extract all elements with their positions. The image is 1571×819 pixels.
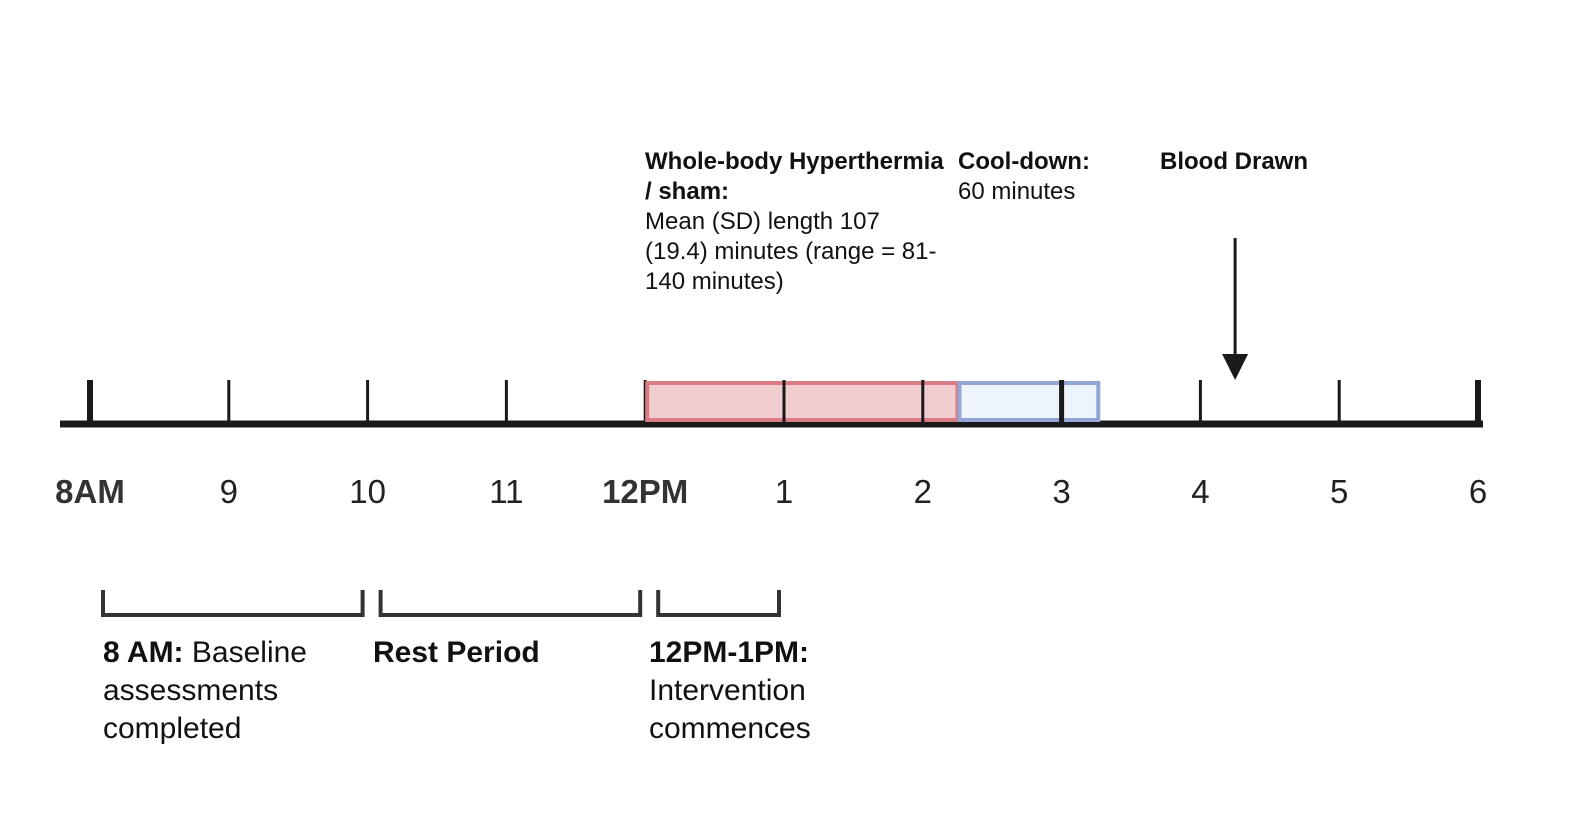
blood-drawn-annotation: Blood Drawn <box>1160 147 1380 177</box>
intervention-period-text: Intervention commences <box>649 674 811 745</box>
period-bracket <box>378 590 643 617</box>
cooldown-annotation: Cool-down: 60 minutes <box>958 147 1138 207</box>
rest-period-label: Rest Period <box>373 634 623 672</box>
intervention-period-label: 12PM-1PM: Intervention commences <box>649 634 849 748</box>
tick-label: 11 <box>489 473 524 510</box>
intervention-period-bold: 12PM-1PM: <box>649 636 810 669</box>
blood-drawn-title: Blood Drawn <box>1160 148 1308 175</box>
tick-label: 5 <box>1330 473 1349 510</box>
intervention-annotation: Whole-body Hyperthermia / sham: Mean (SD… <box>645 147 945 297</box>
intervention-detail: Mean (SD) length 107 (19.4) minutes (ran… <box>645 208 937 295</box>
tick-label: 9 <box>219 473 238 510</box>
cooldown-title: Cool-down: <box>958 148 1090 175</box>
tick-label: 8AM <box>55 473 125 510</box>
cooldown-detail: 60 minutes <box>958 178 1076 205</box>
intervention-bar <box>645 381 960 422</box>
period-bracket <box>101 590 365 617</box>
tick-label: 3 <box>1052 473 1071 510</box>
period-brackets <box>101 590 781 617</box>
baseline-period-label: 8 AM: Baseline assessments completed <box>103 634 343 748</box>
period-bracket <box>656 590 781 617</box>
rest-period-bold: Rest Period <box>373 636 540 669</box>
tick-label: 4 <box>1191 473 1210 510</box>
blood-drawn-arrow <box>1222 238 1249 380</box>
cooldown-bar <box>957 381 1101 422</box>
tick-label: 2 <box>913 473 932 510</box>
baseline-period-bold: 8 AM: <box>103 636 184 669</box>
overlay-tick-marks <box>782 380 1065 424</box>
tick-label: 6 <box>1468 473 1488 510</box>
baseline-period-text: Baseline assessments completed <box>103 636 307 745</box>
arrow-head <box>1222 354 1249 380</box>
intervention-title: Whole-body Hyperthermia / sham: <box>645 148 944 205</box>
tick-label: 1 <box>774 473 794 510</box>
tick-label: 10 <box>349 473 386 510</box>
tick-label: 12PM <box>602 473 689 510</box>
